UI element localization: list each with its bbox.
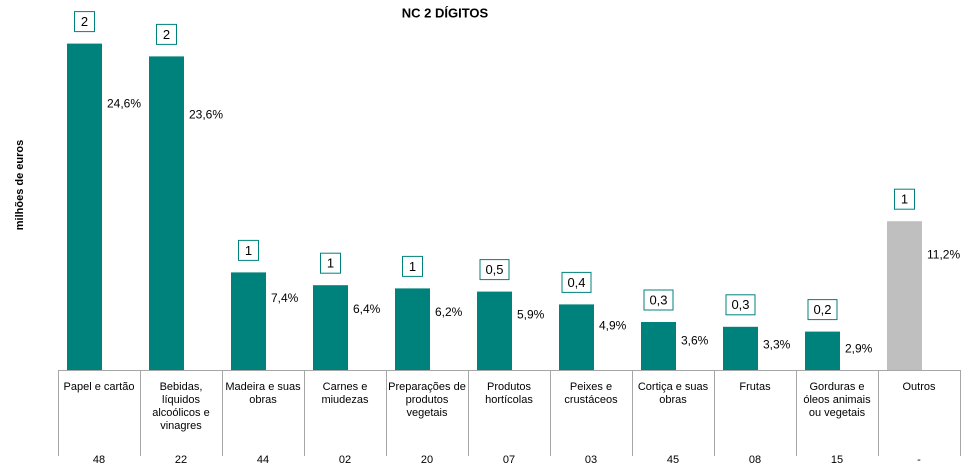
chart-title: NC 2 DÍGITOS bbox=[402, 5, 489, 20]
share-label: 7,4% bbox=[271, 291, 299, 305]
category-code: 45 bbox=[666, 454, 680, 466]
category-label: Produtos hortícolas bbox=[485, 381, 533, 406]
bar bbox=[149, 56, 184, 371]
value-label: 1 bbox=[901, 192, 908, 207]
share-label: 11,2% bbox=[927, 248, 960, 262]
share-label: 3,3% bbox=[763, 337, 791, 351]
category-label: Preparações de produtos vegetais bbox=[388, 381, 466, 419]
category-label: Papel e cartão bbox=[63, 381, 135, 393]
bar bbox=[477, 291, 512, 370]
share-label: 6,4% bbox=[353, 302, 381, 316]
bar bbox=[395, 288, 430, 370]
category-label: Outros bbox=[902, 381, 936, 393]
category-code: 03 bbox=[584, 454, 598, 466]
share-label: 2,9% bbox=[845, 342, 873, 356]
bar bbox=[641, 322, 676, 370]
category-label: Carnes e miudezas bbox=[321, 381, 369, 406]
share-label: 4,9% bbox=[599, 318, 627, 332]
category-code: 20 bbox=[420, 454, 434, 466]
bar bbox=[887, 221, 922, 370]
category-label: Cortiça e suas obras bbox=[637, 381, 709, 406]
value-label: 0,2 bbox=[813, 302, 831, 317]
share-label: 5,9% bbox=[517, 308, 545, 322]
category-label: Frutas bbox=[739, 381, 771, 393]
bar bbox=[559, 304, 594, 370]
value-label-box bbox=[561, 271, 592, 293]
value-label: 0,3 bbox=[649, 292, 667, 307]
value-label-box bbox=[807, 299, 838, 321]
value-label: 1 bbox=[409, 259, 416, 274]
value-label-box bbox=[238, 239, 259, 261]
category-label: Peixes e crustáceos bbox=[564, 381, 618, 406]
category-code: 48 bbox=[92, 454, 106, 466]
category-code: 15 bbox=[830, 454, 844, 466]
value-label: 0,5 bbox=[485, 262, 503, 277]
value-label-box bbox=[402, 255, 423, 277]
category-code: 44 bbox=[256, 454, 270, 466]
value-label: 2 bbox=[81, 14, 88, 29]
bar bbox=[313, 285, 348, 370]
category-code: 22 bbox=[174, 454, 188, 466]
category-label: Bebidas, líquidos alcoólicos e vinagres bbox=[152, 381, 210, 432]
share-label: 23,6% bbox=[189, 108, 223, 122]
value-label-box bbox=[725, 294, 756, 316]
value-label-box bbox=[643, 289, 674, 311]
value-label-box bbox=[320, 252, 341, 274]
category-code: - bbox=[917, 454, 921, 466]
value-label-box bbox=[156, 23, 177, 45]
value-label: 0,4 bbox=[567, 275, 585, 290]
value-label: 0,3 bbox=[731, 297, 749, 312]
share-label: 6,2% bbox=[435, 305, 463, 319]
category-code: 07 bbox=[502, 454, 516, 466]
share-label: 3,6% bbox=[681, 333, 709, 347]
bar bbox=[67, 43, 102, 370]
value-label: 1 bbox=[327, 256, 334, 271]
value-label: 1 bbox=[245, 243, 252, 258]
bar bbox=[805, 331, 840, 370]
category-code: 02 bbox=[338, 454, 352, 466]
value-label-box bbox=[894, 188, 915, 210]
category-label: Madeira e suas obras bbox=[225, 381, 301, 406]
bar bbox=[231, 272, 266, 370]
value-label: 2 bbox=[163, 27, 170, 42]
y-axis-label: milhões de euros bbox=[14, 140, 26, 230]
bar bbox=[723, 326, 758, 370]
value-label-box bbox=[74, 11, 95, 33]
share-label: 24,6% bbox=[107, 97, 141, 111]
category-label: Gorduras e óleos animais ou vegetais bbox=[803, 381, 871, 419]
value-label-box bbox=[479, 259, 510, 281]
category-code: 08 bbox=[748, 454, 762, 466]
